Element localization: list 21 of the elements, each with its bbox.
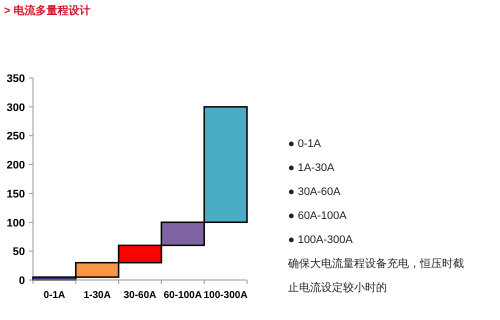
y-tick-label: 200 (6, 160, 25, 172)
text: ● 30A-60A (288, 186, 342, 198)
text: 止电流设定较小时的 (288, 281, 387, 294)
x-tick-label: 100-300A (204, 290, 248, 301)
y-tick-label: 50 (12, 246, 25, 258)
text: ● 0-1A (288, 138, 322, 150)
x-tick-label: 1-30A (84, 290, 111, 301)
x-tick-label: 0-1A (44, 290, 66, 301)
text: ● 60A-100A (288, 210, 348, 222)
y-tick-label: 250 (6, 130, 25, 143)
y-tick-label: 100 (6, 217, 25, 230)
y-tick-label: 0 (18, 275, 25, 287)
text: ● 100A-300A (288, 234, 354, 246)
chart-title: > 电流多量程设计 (4, 4, 90, 17)
text: 确保大电流量程设备充电，恒压时截 (287, 257, 464, 270)
y-tick-label: 350 (6, 73, 25, 85)
x-tick-label: 30-60A (124, 290, 156, 301)
x-tick-label: 60-100A (164, 290, 202, 301)
y-tick-label: 150 (6, 188, 25, 200)
text: ● 1A-30A (288, 162, 336, 174)
y-tick-label: 300 (6, 102, 25, 114)
